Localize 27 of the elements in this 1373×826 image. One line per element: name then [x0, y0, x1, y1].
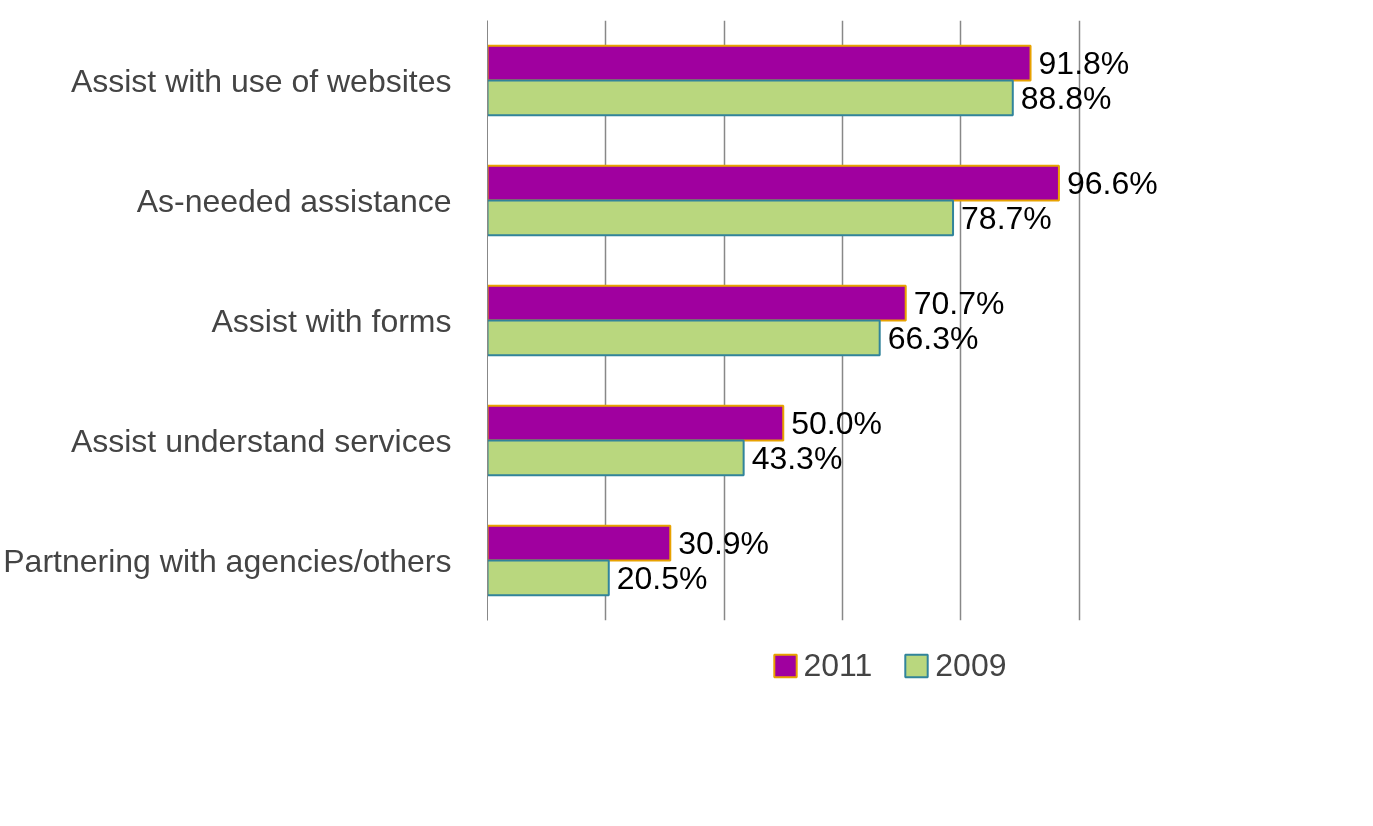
data-label: 43.3% — [751, 439, 843, 476]
data-label: 66.3% — [887, 319, 979, 356]
legend-label: 2009 — [935, 646, 1007, 684]
bar — [487, 164, 1060, 202]
bar — [487, 44, 1032, 82]
data-label: 20.5% — [616, 559, 708, 596]
bar — [487, 199, 955, 237]
y-tick-label: Partnering with agencies/others — [3, 542, 452, 579]
data-label: 88.8% — [1020, 79, 1112, 116]
bar — [487, 319, 881, 357]
bar — [487, 404, 785, 442]
legend-label: 2011 — [803, 646, 873, 684]
data-label: 91.8% — [1038, 45, 1130, 82]
bar — [487, 524, 672, 562]
bar — [487, 559, 610, 597]
bar — [487, 284, 907, 322]
data-label: 50.0% — [791, 405, 882, 442]
data-label: 96.6% — [1066, 165, 1158, 202]
bar — [487, 79, 1014, 117]
bar — [487, 439, 745, 477]
data-label: 78.7% — [961, 199, 1052, 236]
y-tick-label: As-needed assistance — [136, 182, 452, 219]
y-tick-label: Assist with forms — [211, 302, 452, 339]
y-tick-label: Assist with use of websites — [70, 62, 452, 99]
data-label: 30.9% — [678, 525, 770, 562]
data-label: 70.7% — [913, 285, 1005, 322]
y-tick-label: Assist understand services — [70, 422, 452, 459]
